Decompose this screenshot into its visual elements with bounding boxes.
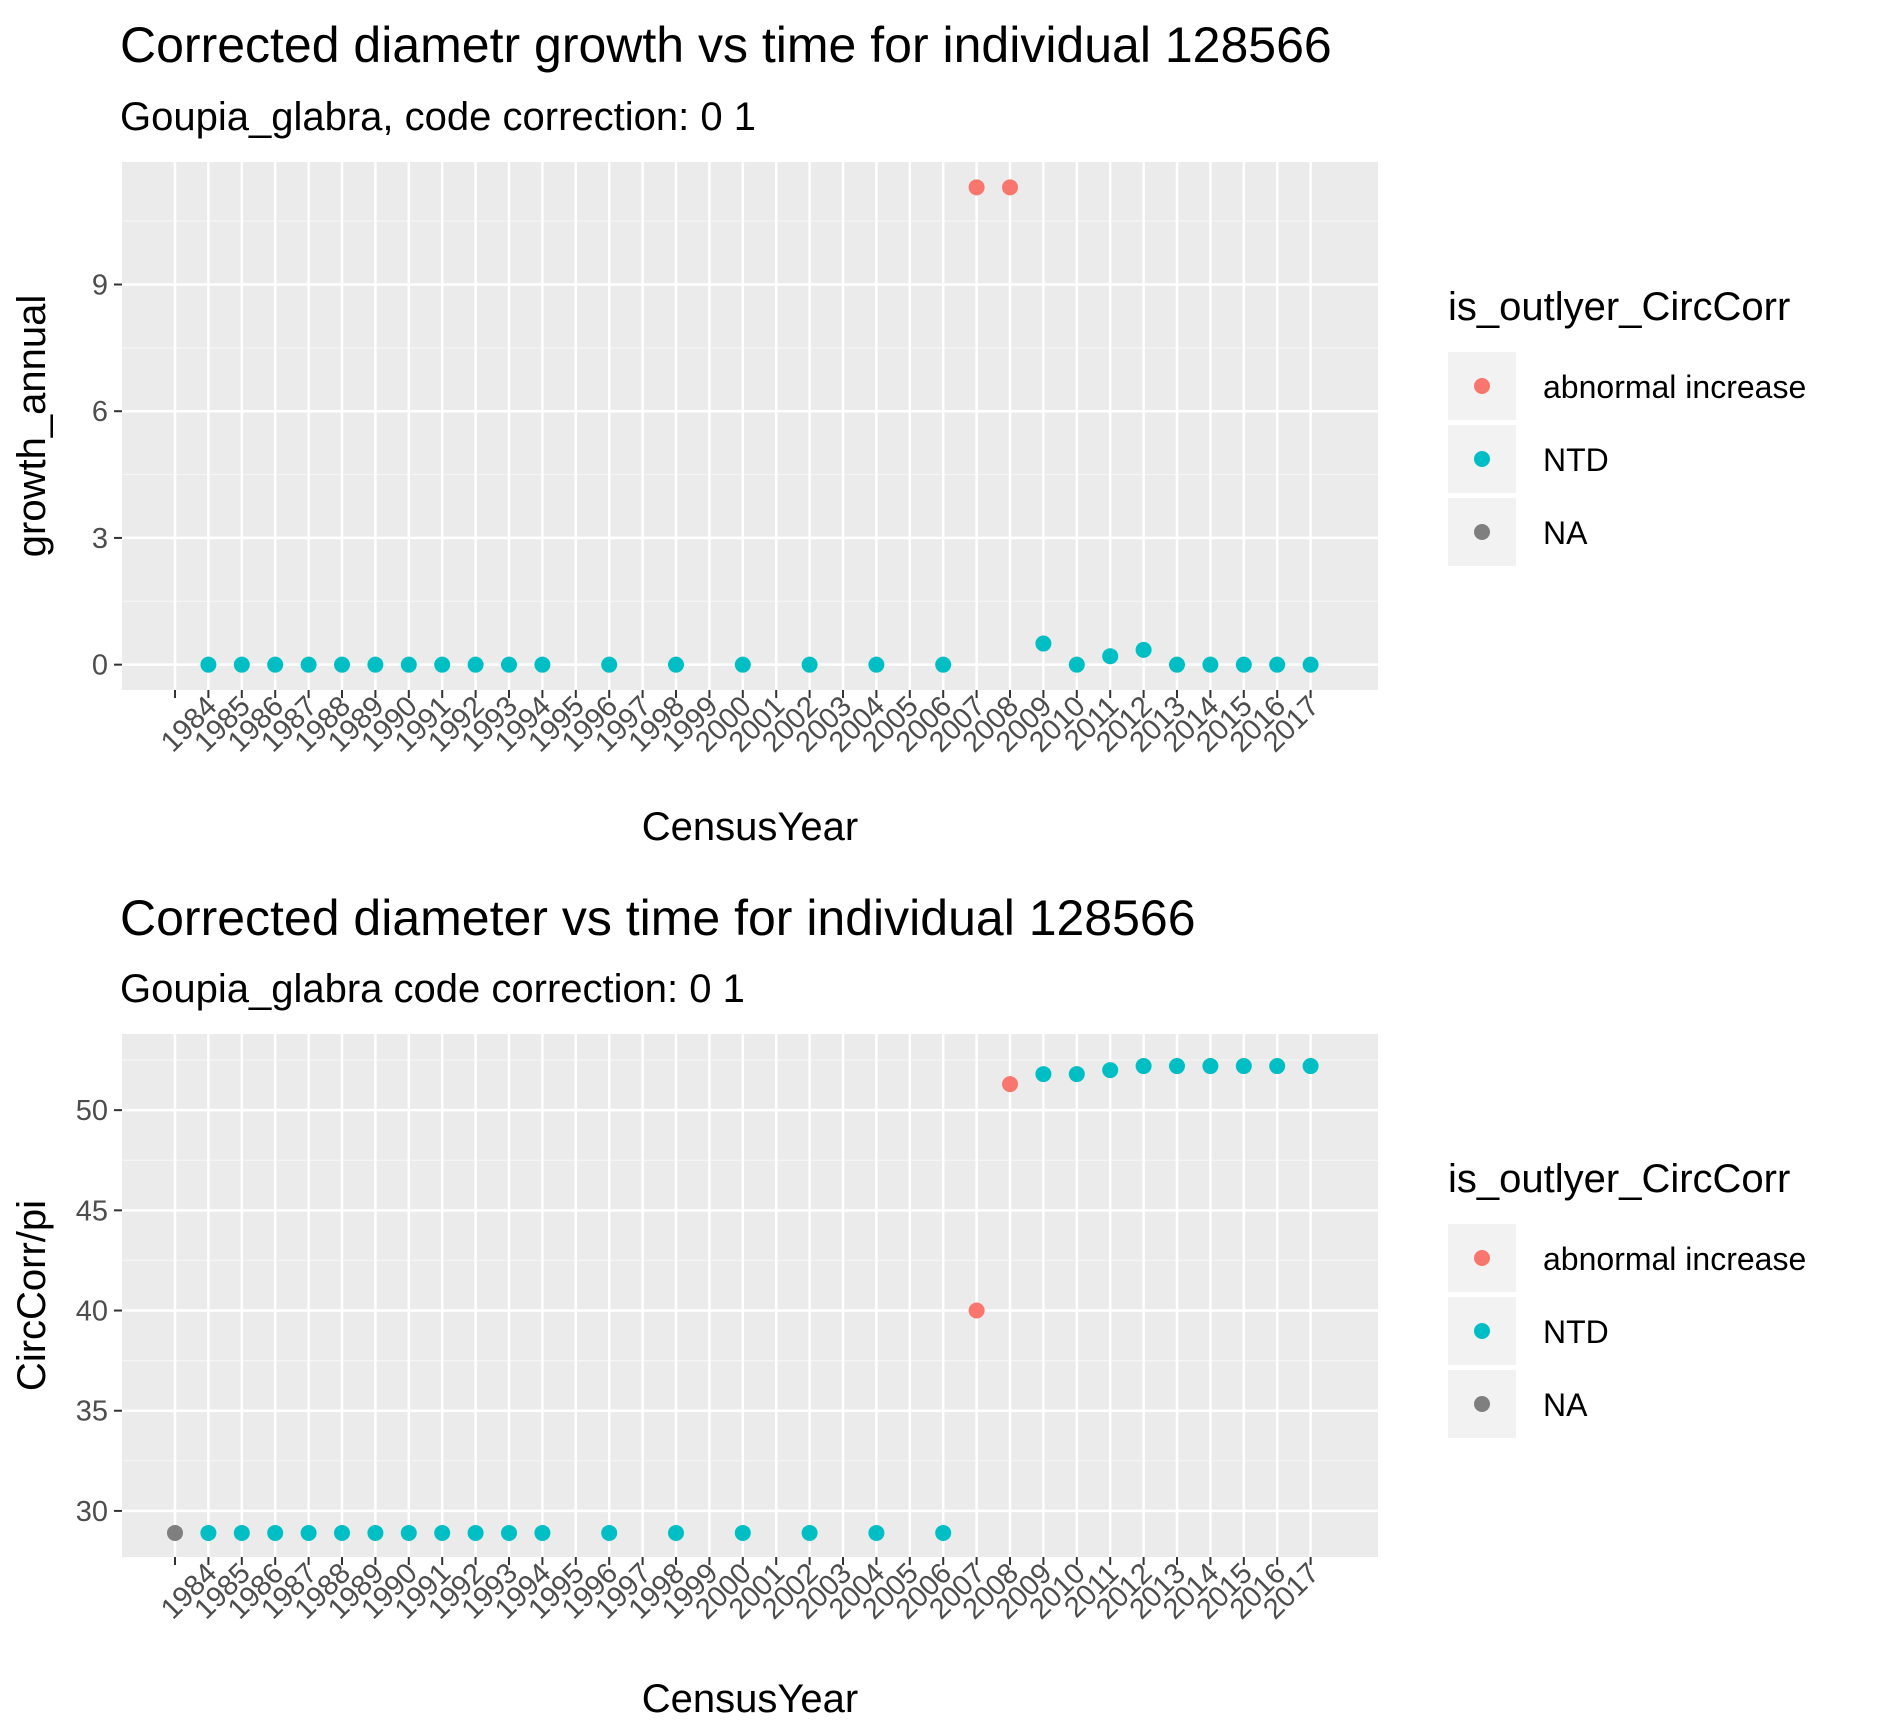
legend-label: abnormal increase: [1543, 369, 1806, 405]
data-point: [400, 1524, 417, 1541]
data-point: [233, 1524, 250, 1541]
legend-title: is_outlyer_CircCorr: [1448, 285, 1790, 329]
data-point: [400, 656, 417, 673]
data-point: [1002, 1076, 1018, 1093]
legend-swatch: [1474, 1250, 1490, 1266]
data-point: [668, 656, 684, 673]
chart-title: Corrected diameter vs time for individua…: [120, 890, 1196, 946]
legend-label: abnormal increase: [1543, 1241, 1806, 1277]
data-point: [233, 656, 250, 673]
legend-label: NA: [1543, 515, 1588, 551]
data-point: [801, 1524, 818, 1541]
data-point: [801, 656, 818, 673]
data-point: [935, 656, 952, 673]
data-point: [1169, 656, 1185, 673]
data-point: [868, 1524, 885, 1541]
data-point: [334, 1524, 350, 1541]
data-point: [367, 1524, 384, 1541]
y-tick-label: 45: [76, 1195, 108, 1227]
data-point: [334, 656, 350, 673]
legend-swatch: [1474, 524, 1490, 540]
data-point: [1269, 1058, 1286, 1075]
legend-label: NTD: [1543, 442, 1609, 478]
data-point: [1235, 656, 1252, 673]
y-tick-label: 9: [92, 269, 108, 301]
data-point: [501, 656, 517, 673]
data-point: [1202, 1058, 1219, 1075]
legend-title: is_outlyer_CircCorr: [1448, 1157, 1790, 1201]
y-axis-title: growth_annual: [10, 295, 54, 557]
data-point: [1035, 1066, 1052, 1083]
data-point: [1102, 648, 1119, 665]
plot-panel: [122, 1034, 1378, 1557]
y-tick-label: 30: [76, 1496, 108, 1528]
data-point: [200, 1524, 217, 1541]
legend-swatch: [1474, 451, 1490, 467]
data-point: [1102, 1062, 1119, 1079]
data-point: [501, 1524, 517, 1541]
data-point: [1169, 1058, 1185, 1075]
data-point: [968, 1302, 985, 1319]
data-point: [267, 656, 284, 673]
chart-subtitle: Goupia_glabra code correction: 0 1: [120, 967, 745, 1011]
data-point: [434, 656, 451, 673]
data-point: [868, 656, 885, 673]
legend-swatch: [1474, 378, 1490, 394]
data-point: [534, 656, 551, 673]
x-axis-title: CensusYear: [642, 1677, 858, 1721]
data-point: [601, 656, 618, 673]
y-tick-label: 0: [92, 650, 108, 682]
data-point: [300, 1524, 317, 1541]
data-point: [1135, 1058, 1152, 1075]
legend-swatch: [1474, 1396, 1490, 1412]
y-tick-label: 50: [76, 1095, 108, 1127]
chart-title: Corrected diametr growth vs time for ind…: [120, 17, 1332, 73]
data-point: [1068, 656, 1085, 673]
chart-subtitle: Goupia_glabra, code correction: 0 1: [120, 95, 756, 139]
data-point: [167, 1524, 183, 1541]
data-point: [1135, 641, 1152, 658]
y-tick-label: 35: [76, 1396, 108, 1428]
data-point: [734, 656, 751, 673]
data-point: [467, 1524, 484, 1541]
chart-panel-2: Corrected diameter vs time for individua…: [10, 890, 1806, 1721]
y-tick-label: 40: [76, 1296, 108, 1328]
data-point: [1235, 1058, 1252, 1075]
legend-label: NTD: [1543, 1314, 1609, 1350]
data-point: [1302, 656, 1319, 673]
data-point: [734, 1524, 751, 1541]
data-point: [467, 656, 484, 673]
data-point: [434, 1524, 451, 1541]
data-point: [1068, 1066, 1085, 1083]
data-point: [935, 1524, 952, 1541]
data-point: [367, 656, 384, 673]
data-point: [267, 1524, 284, 1541]
data-point: [1035, 635, 1052, 652]
plot-panel: [122, 162, 1378, 690]
data-point: [1269, 656, 1286, 673]
legend-swatch: [1474, 1323, 1490, 1339]
data-point: [1202, 656, 1219, 673]
y-tick-label: 6: [92, 396, 108, 428]
data-point: [668, 1524, 684, 1541]
data-point: [200, 656, 217, 673]
data-point: [300, 656, 317, 673]
data-point: [968, 179, 985, 196]
y-tick-label: 3: [92, 523, 108, 555]
data-point: [534, 1524, 551, 1541]
x-axis-title: CensusYear: [642, 805, 858, 849]
chart-panel-1: Corrected diametr growth vs time for ind…: [10, 17, 1806, 849]
y-axis-title: CircCorr/pi: [10, 1200, 54, 1391]
data-point: [1002, 179, 1018, 196]
data-point: [601, 1524, 618, 1541]
data-point: [1302, 1058, 1319, 1075]
legend-label: NA: [1543, 1387, 1588, 1423]
